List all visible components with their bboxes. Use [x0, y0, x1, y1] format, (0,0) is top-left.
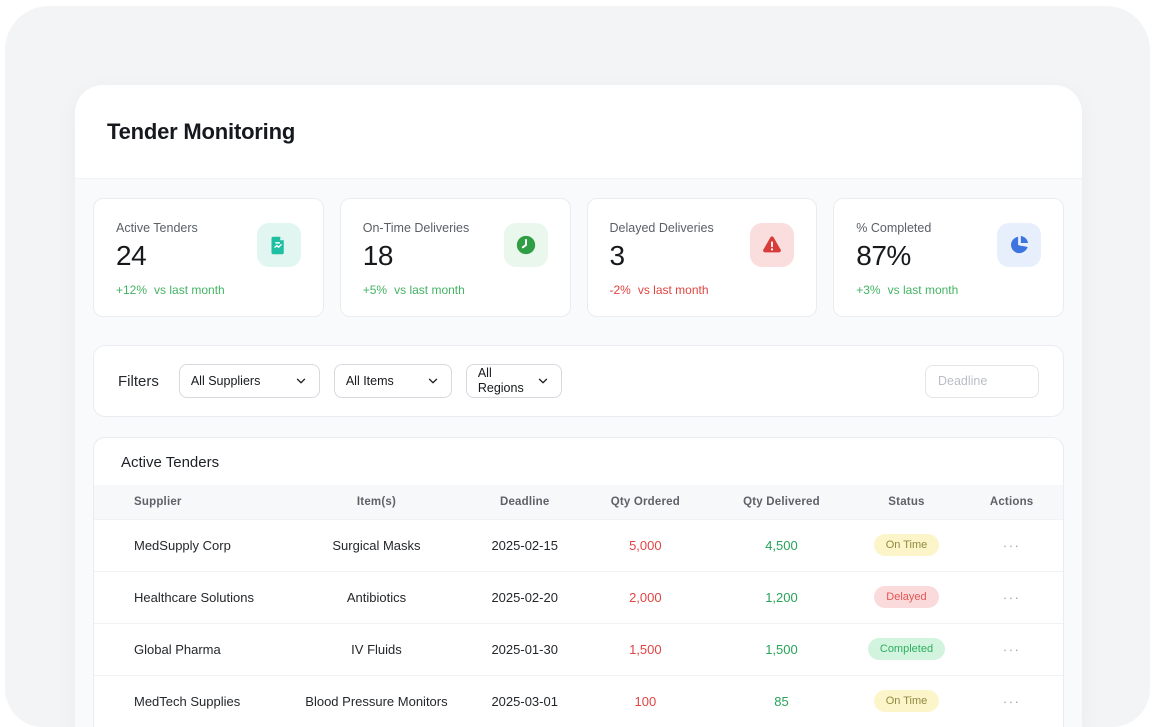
- cell-items: Surgical Masks: [283, 518, 469, 571]
- col-status: Status: [888, 495, 925, 508]
- row-actions-button[interactable]: ···: [1002, 589, 1021, 605]
- cell-actions: ···: [960, 518, 1063, 571]
- row-actions-button[interactable]: ···: [1002, 693, 1021, 709]
- col-deadline: Deadline: [499, 495, 550, 508]
- col-actions: Actions: [989, 495, 1034, 508]
- cell-actions: ···: [960, 570, 1063, 623]
- regions-select[interactable]: All Regions: [465, 364, 562, 398]
- stat-delta-percent: +3%: [856, 283, 881, 297]
- stat-value: 87%: [856, 240, 911, 271]
- stat-label: Delayed Deliveries: [609, 221, 714, 235]
- stat-delta: +12% vs last month: [116, 283, 301, 297]
- stat-delta: +5% vs last month: [363, 283, 548, 297]
- active-tenders-card: Active Tenders Supplier Item(s) Deadline…: [93, 437, 1064, 727]
- cell-qty-ordered: 100: [580, 674, 711, 727]
- clock-icon: [503, 223, 548, 267]
- cell-actions: ···: [960, 674, 1063, 727]
- cell-deadline: 2025-02-20: [469, 570, 581, 623]
- status-badge: On Time: [873, 534, 940, 556]
- regions-select-value: All Regions: [477, 366, 524, 395]
- chevron-down-icon: [536, 374, 550, 388]
- stat-delta-percent: +5%: [362, 283, 388, 297]
- warning-icon: [750, 223, 795, 267]
- stat-delta-caption: vs last month: [637, 283, 709, 297]
- cell-status: Delayed: [852, 570, 961, 623]
- stat-delta: +3% vs last month: [856, 283, 1041, 297]
- page-title: Tender Monitoring: [107, 118, 296, 144]
- items-select[interactable]: All Items: [333, 364, 452, 398]
- cell-items: Antibiotics: [283, 570, 469, 623]
- cell-supplier: MedTech Supplies: [94, 674, 284, 727]
- cell-qty-ordered: 5,000: [580, 518, 711, 571]
- stat-card-ontime-deliveries: On-Time Deliveries 18 +5% vs last month: [339, 198, 571, 317]
- cell-status: Completed: [852, 622, 961, 675]
- cell-qty-delivered: 85: [710, 674, 853, 727]
- table-header-row: Supplier Item(s) Deadline Qty Ordered Qt…: [94, 485, 1063, 519]
- stats-row: Active Tenders 24 +12% vs last month On: [93, 198, 1064, 317]
- cell-qty-ordered: 1,500: [580, 622, 711, 675]
- document-icon: [256, 223, 301, 267]
- stat-card-active-tenders: Active Tenders 24 +12% vs last month: [93, 198, 324, 317]
- cell-qty-delivered: 4,500: [710, 518, 853, 571]
- stat-value: 3: [609, 240, 626, 271]
- stat-label: On-Time Deliveries: [362, 221, 470, 235]
- cell-supplier: Global Pharma: [94, 622, 284, 675]
- col-supplier: Supplier: [134, 495, 182, 508]
- cell-status: On Time: [852, 674, 961, 727]
- row-actions-button[interactable]: ···: [1002, 641, 1021, 657]
- stat-card-percent-completed: % Completed 87% +3% vs last month: [833, 198, 1064, 317]
- stat-delta-percent: +12%: [116, 283, 148, 297]
- col-qty-ordered: Qty Ordered: [610, 495, 680, 508]
- stat-value: 24: [116, 240, 147, 271]
- cell-supplier: Healthcare Solutions: [94, 570, 284, 623]
- pie-chart-icon: [997, 223, 1041, 267]
- cell-status: On Time: [852, 518, 961, 571]
- table-title: Active Tenders: [121, 454, 220, 471]
- items-select-value: All Items: [345, 373, 394, 388]
- cell-qty-delivered: 1,200: [710, 570, 853, 623]
- status-badge: Completed: [867, 638, 946, 660]
- cell-supplier: MedSupply Corp: [94, 518, 284, 571]
- deadline-input[interactable]: [925, 364, 1039, 398]
- cell-qty-ordered: 2,000: [580, 570, 711, 623]
- table-row: Global Pharma IV Fluids 2025-01-30 1,500…: [94, 622, 1063, 675]
- stat-delta-caption: vs last month: [154, 283, 225, 297]
- status-badge: Delayed: [874, 586, 939, 608]
- cell-deadline: 2025-03-01: [469, 674, 581, 727]
- stat-value: 18: [362, 240, 394, 271]
- filters-label: Filters: [118, 372, 159, 390]
- stat-delta-caption: vs last month: [394, 283, 465, 297]
- chevron-down-icon: [294, 374, 308, 388]
- cell-actions: ···: [960, 622, 1063, 675]
- col-qty-delivered: Qty Delivered: [743, 495, 820, 508]
- stat-delta-percent: -2%: [609, 283, 631, 297]
- col-items: Item(s): [356, 495, 397, 508]
- stat-card-delayed-deliveries: Delayed Deliveries 3 -2% vs last month: [586, 198, 818, 317]
- cell-items: Blood Pressure Monitors: [283, 674, 469, 727]
- cell-qty-delivered: 1,500: [710, 622, 853, 675]
- chevron-down-icon: [426, 374, 440, 388]
- table-row: Healthcare Solutions Antibiotics 2025-02…: [94, 570, 1063, 623]
- app-window: Tender Monitoring Active Tenders 24 +12%…: [5, 6, 1150, 727]
- stat-delta-caption: vs last month: [887, 283, 959, 297]
- status-badge: On Time: [873, 690, 940, 713]
- cell-items: IV Fluids: [283, 622, 469, 675]
- stat-label: % Completed: [856, 221, 932, 235]
- suppliers-select[interactable]: All Suppliers: [178, 364, 320, 398]
- table-row: MedSupply Corp Surgical Masks 2025-02-15…: [94, 518, 1063, 571]
- main-panel: Tender Monitoring Active Tenders 24 +12%…: [75, 85, 1082, 727]
- stat-label: Active Tenders: [116, 221, 198, 235]
- page-header: Tender Monitoring: [75, 85, 1082, 178]
- cell-deadline: 2025-02-15: [469, 518, 581, 571]
- table-row: MedTech Supplies Blood Pressure Monitors…: [94, 674, 1063, 727]
- tenders-table: Supplier Item(s) Deadline Qty Ordered Qt…: [94, 485, 1063, 727]
- cell-deadline: 2025-01-30: [469, 622, 581, 675]
- row-actions-button[interactable]: ···: [1002, 537, 1021, 553]
- stat-delta: -2% vs last month: [610, 283, 795, 297]
- suppliers-select-value: All Suppliers: [190, 373, 261, 388]
- filters-bar: Filters All Suppliers All Items All Regi…: [93, 345, 1064, 417]
